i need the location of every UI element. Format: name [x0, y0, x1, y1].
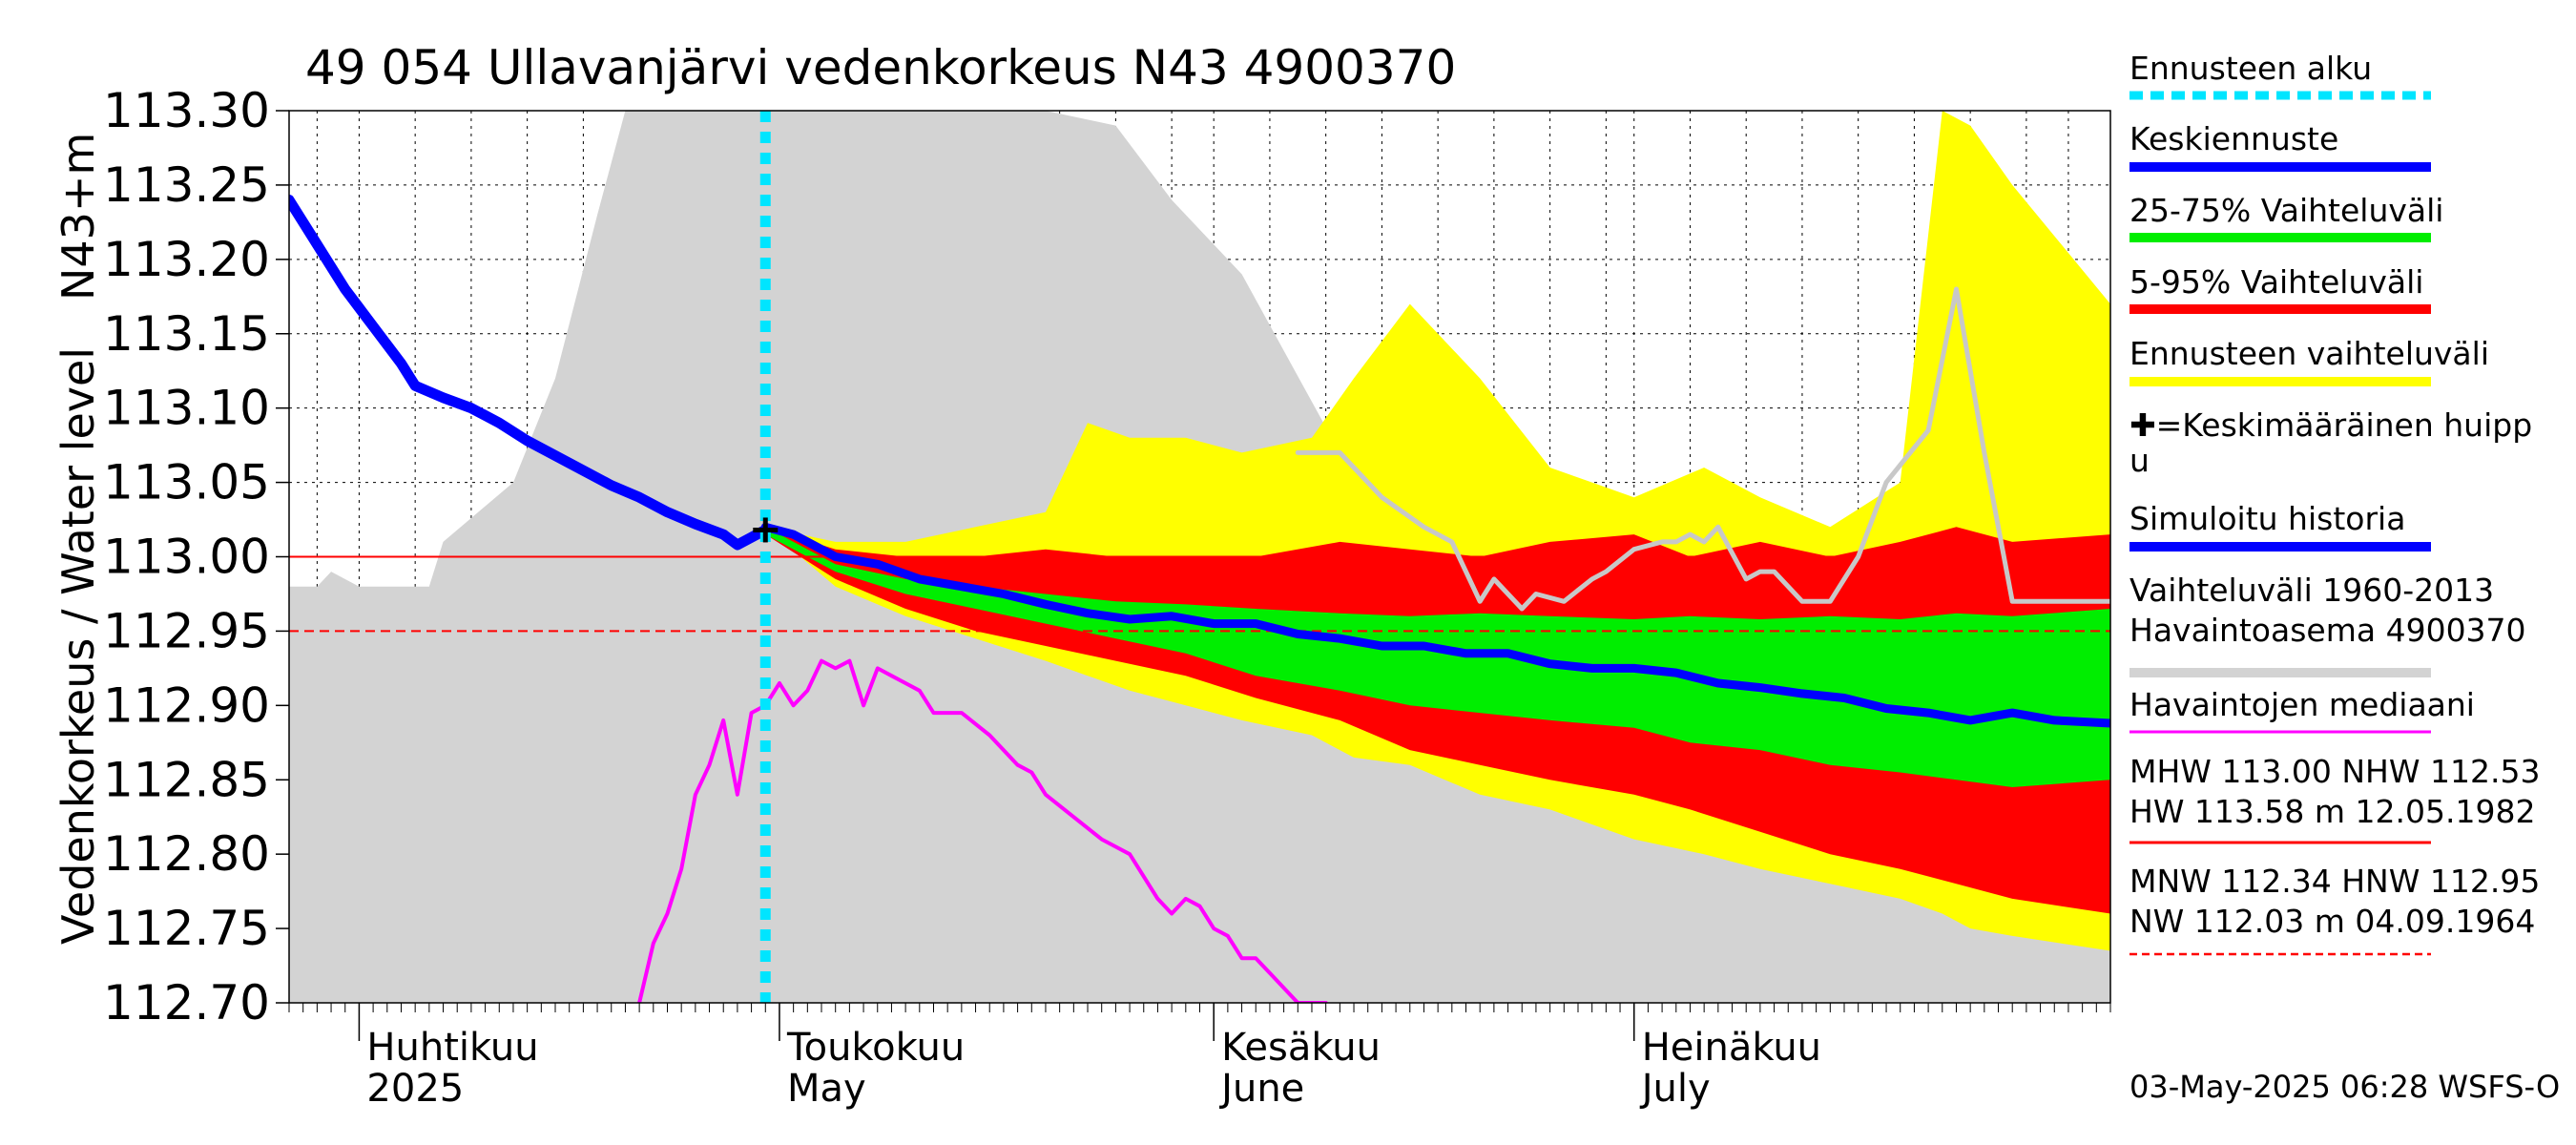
legend-label: Ennusteen vaihteluväli — [2129, 335, 2489, 372]
y-tick-label: 113.20 — [103, 232, 270, 287]
legend-label: MNW 112.34 HNW 112.95 — [2129, 863, 2540, 900]
legend: Ennusteen alku Keskiennuste 25-75% Vaihtel… — [2129, 50, 2540, 956]
legend-label: MHW 113.00 NHW 112.53 — [2129, 753, 2540, 790]
y-tick-label: 113.05 — [103, 455, 270, 510]
y-tick-label: 113.15 — [103, 306, 270, 362]
legend-label: Ennusteen alku — [2129, 50, 2372, 87]
footer-timestamp: 03-May-2025 06:28 WSFS-O — [2129, 1069, 2560, 1105]
legend-label: Keskiennuste — [2129, 120, 2338, 157]
y-tick-label: 112.85 — [103, 752, 270, 807]
mean-forecast-line — [760, 522, 2110, 728]
y-tick-label: 112.90 — [103, 677, 270, 733]
x-month-label-en: June — [1218, 1067, 1304, 1111]
legend-label-line2: NW 112.03 m 04.09.1964 — [2129, 903, 2535, 940]
y-axis-label: Vedenkorkeus / Water level — [52, 347, 104, 945]
legend-label: ✚=Keskimääräinen huipp — [2129, 406, 2532, 444]
y-axis: 113.30 113.25 113.20 113.15 113.10 113.05 113.… — [103, 83, 289, 1030]
x-month-label-fi: Toukokuu — [786, 1026, 965, 1070]
y-tick-label: 113.10 — [103, 381, 270, 436]
legend-label: Havaintojen mediaani — [2129, 686, 2475, 723]
y-tick-label: 112.70 — [103, 975, 270, 1030]
legend-label: Vaihteluväli 1960-2013 — [2129, 572, 2494, 609]
simulated-history-line — [289, 195, 771, 551]
x-month-label-en: July — [1639, 1067, 1711, 1111]
legend-label-line2: HW 113.58 m 12.05.1982 — [2129, 793, 2535, 830]
chart-title: 49 054 Ullavanjärvi vedenkorkeus N43 490… — [305, 40, 1456, 95]
y-axis-unit: N43+m — [52, 133, 104, 301]
x-month-label-en: 2025 — [366, 1067, 464, 1111]
y-tick-label: 112.75 — [103, 901, 270, 956]
y-tick-label: 112.80 — [103, 826, 270, 882]
legend-label: 25-75% Vaihteluväli — [2129, 192, 2443, 229]
y-tick-label: 113.00 — [103, 530, 270, 585]
x-month-label-fi: Huhtikuu — [366, 1026, 538, 1070]
legend-label-line2: u — [2129, 442, 2150, 479]
series-layer — [289, 111, 2110, 1003]
y-tick-label: 113.30 — [103, 83, 270, 138]
x-month-label-fi: Heinäkuu — [1642, 1026, 1821, 1070]
history-grey-line — [1295, 286, 2110, 612]
y-tick-label: 113.25 — [103, 157, 270, 213]
y-tick-label: 112.95 — [103, 603, 270, 658]
observed-median-line — [637, 658, 1328, 1003]
band-25-75 — [765, 527, 2110, 787]
x-month-label-en: May — [787, 1067, 866, 1111]
legend-label: Simuloitu historia — [2129, 500, 2405, 537]
x-month-label-fi: Kesäkuu — [1221, 1026, 1381, 1070]
legend-label: 5-95% Vaihteluväli — [2129, 263, 2423, 301]
legend-label-line2: Havaintoasema 4900370 — [2129, 612, 2526, 649]
plot-area — [288, 110, 2111, 1004]
